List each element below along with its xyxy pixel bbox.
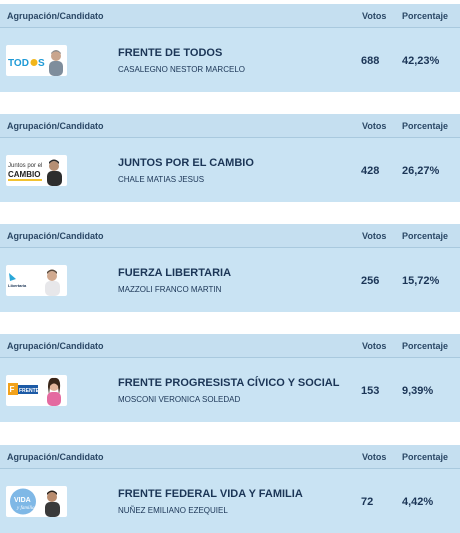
header-party: Agrupación/Candidato: [7, 231, 104, 241]
table-header: Agrupación/Candidato Votos Porcentaje: [0, 334, 460, 358]
table-header: Agrupación/Candidato Votos Porcentaje: [0, 114, 460, 138]
percent-value: 26,27%: [402, 165, 440, 177]
header-party: Agrupación/Candidato: [7, 11, 104, 21]
table-header: Agrupación/Candidato Votos Porcentaje: [0, 445, 460, 469]
votes-value: 153: [361, 385, 380, 397]
party-name: FRENTE DE TODOS: [118, 47, 223, 59]
svg-text:CAMBIO: CAMBIO: [8, 170, 40, 179]
votes-value: 428: [361, 165, 380, 177]
result-row: Juntos por el CAMBIO JUNTOS POR EL CAMBI…: [0, 138, 460, 202]
fuerza-libertaria-logo-icon: Libertaria: [6, 265, 67, 296]
header-party: Agrupación/Candidato: [7, 452, 104, 462]
frente-progresista-logo-icon: F FRENTE: [6, 375, 67, 406]
frente-de-todos-logo-icon: TOD S: [6, 45, 67, 76]
juntos-por-el-cambio-logo-icon: Juntos por el CAMBIO: [6, 155, 67, 186]
candidate-name: CASALEGNO NESTOR MARCELO: [118, 65, 245, 74]
result-row: F FRENTE FRENTE PROGRESISTA CÍVICO Y SOC…: [0, 358, 460, 422]
candidate-name: MAZZOLI FRANCO MARTIN: [118, 285, 222, 294]
header-votes: Votos: [362, 231, 387, 241]
party-name: FRENTE PROGRESISTA CÍVICO Y SOCIAL: [118, 377, 340, 389]
header-percent: Porcentaje: [402, 121, 449, 131]
party-name: JUNTOS POR EL CAMBIO: [118, 157, 254, 169]
party-name: FRENTE FEDERAL VIDA Y FAMILIA: [118, 488, 303, 500]
candidate-name: MOSCONI VERONICA SOLEDAD: [118, 395, 241, 404]
header-party: Agrupación/Candidato: [7, 121, 104, 131]
svg-text:VIDA: VIDA: [14, 497, 31, 504]
percent-value: 42,23%: [402, 55, 440, 67]
party-name: FUERZA LIBERTARIA: [118, 267, 232, 279]
header-percent: Porcentaje: [402, 11, 449, 21]
vida-y-familia-logo-icon: VIDA y familia: [6, 486, 67, 517]
percent-value: 15,72%: [402, 275, 440, 287]
candidate-name: NUÑEZ EMILIANO EZEQUIEL: [118, 506, 228, 515]
percent-value: 9,39%: [402, 385, 434, 397]
svg-text:y familia: y familia: [16, 506, 35, 511]
svg-text:Libertaria: Libertaria: [8, 283, 27, 288]
votes-value: 72: [361, 496, 374, 508]
result-row: TOD S FRENTE DE TODOS CASALEGNO NESTOR M…: [0, 28, 460, 92]
result-row: VIDA y familia FRENTE FEDERAL VIDA Y FAM…: [0, 469, 460, 533]
svg-text:S: S: [38, 58, 45, 69]
header-votes: Votos: [362, 341, 387, 351]
votes-value: 256: [361, 275, 380, 287]
header-percent: Porcentaje: [402, 452, 449, 462]
header-votes: Votos: [362, 452, 387, 462]
votes-value: 688: [361, 55, 380, 67]
header-votes: Votos: [362, 11, 387, 21]
table-header: Agrupación/Candidato Votos Porcentaje: [0, 224, 460, 248]
result-row: Libertaria FUERZA LIBERTARIA MAZZOLI FRA…: [0, 248, 460, 312]
svg-text:Juntos por el: Juntos por el: [8, 163, 42, 169]
percent-value: 4,42%: [402, 496, 434, 508]
header-party: Agrupación/Candidato: [7, 341, 104, 351]
header-percent: Porcentaje: [402, 231, 449, 241]
svg-text:FRENTE: FRENTE: [19, 388, 40, 394]
svg-text:F: F: [10, 385, 15, 394]
svg-text:TOD: TOD: [8, 58, 29, 69]
table-header: Agrupación/Candidato Votos Porcentaje: [0, 4, 460, 28]
candidate-name: CHALE MATIAS JESUS: [118, 175, 205, 184]
header-votes: Votos: [362, 121, 387, 131]
header-percent: Porcentaje: [402, 341, 449, 351]
